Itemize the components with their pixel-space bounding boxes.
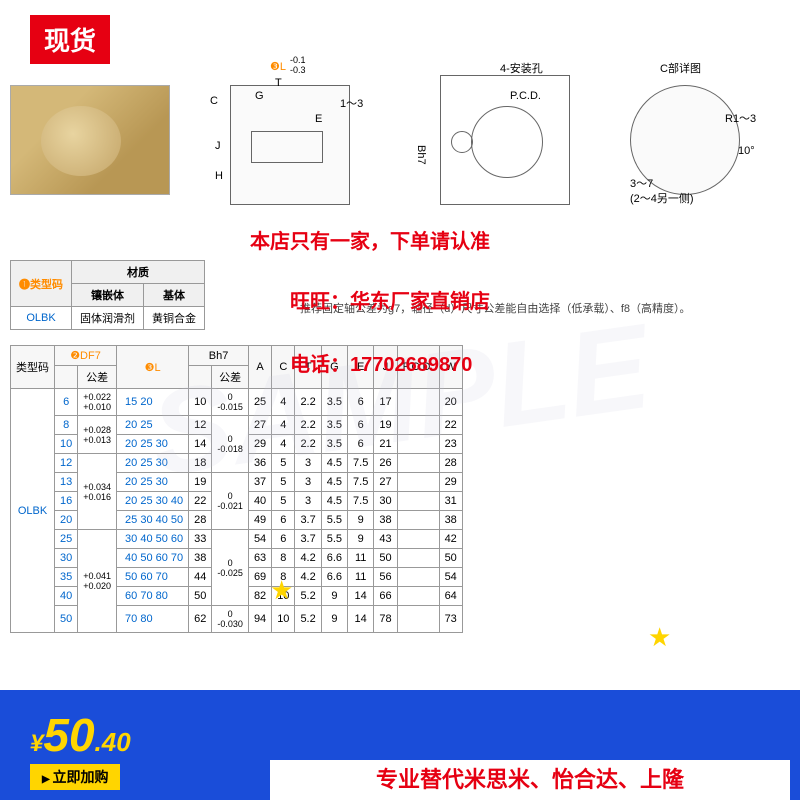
material-header: 材质: [72, 261, 205, 284]
bottom-note: 专业替代米思米、怡合达、上隆: [270, 760, 790, 800]
t-label: T: [275, 77, 282, 89]
r-label: R1～3: [725, 110, 756, 126]
angle-label: 10°: [738, 145, 755, 157]
range3-label: (2～4另一侧): [630, 190, 694, 206]
insert-header: 镶嵌体: [72, 284, 144, 307]
stock-badge: 现货: [30, 15, 110, 64]
bottom-bar: ¥50.40 立即加购 专业替代米思米、怡合达、上隆: [0, 690, 800, 800]
star-icon: ★: [270, 575, 293, 606]
overlay-line2: 旺旺：华东厂家直销店: [290, 285, 490, 314]
overlay-line1: 本店只有一家，下单请认准: [250, 225, 490, 254]
base-material: 黄铜合金: [144, 307, 205, 330]
price: ¥50.40: [30, 708, 131, 762]
base-header: 基体: [144, 284, 205, 307]
product-image: [10, 85, 170, 195]
g-label: G: [255, 90, 264, 102]
c-label: C: [210, 95, 218, 107]
overlay-line3: 电话：17702689870: [290, 348, 472, 377]
price-int: 50: [43, 709, 94, 761]
range2-label: 3～7: [630, 175, 653, 191]
star-icon: ★: [648, 622, 671, 653]
front-view-diagram: [440, 75, 570, 205]
e-label: E: [315, 113, 322, 125]
l-tolerance: -0.1 -0.3: [290, 55, 306, 75]
material-table: ❶类型码 材质 镶嵌体 基体 OLBK 固体润滑剂 黄铜合金: [10, 260, 205, 330]
price-dec: .40: [95, 727, 131, 757]
side-view-diagram: [230, 85, 350, 205]
type-code-value: OLBK: [11, 307, 72, 330]
range1-label: 1～3: [340, 95, 363, 111]
detail-title: C部详图: [660, 60, 701, 76]
pcd-label: P.C.D.: [510, 90, 541, 102]
buy-button[interactable]: 立即加购: [30, 764, 120, 790]
j-label: J: [215, 140, 221, 152]
insert-material: 固体润滑剂: [72, 307, 144, 330]
currency-symbol: ¥: [30, 730, 43, 757]
spec-body: OLBK6+0.022 +0.01015 20100 -0.0152542.23…: [11, 389, 463, 633]
type-code-header: ❶类型码: [11, 261, 72, 307]
l-dimension-label: ❸L: [270, 60, 286, 73]
holes-label: 4-安装孔: [500, 60, 543, 76]
bh7-label: Bh7: [415, 145, 427, 165]
spec-table: 类型码❷DF7❸LBh7ACTGEJP.C.D.W 公差公差 OLBK6+0.0…: [10, 345, 463, 633]
h-label: H: [215, 170, 223, 182]
